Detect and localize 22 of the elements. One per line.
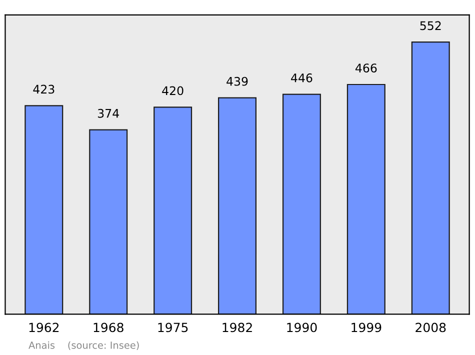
x-tick-label: 1990 (287, 322, 317, 332)
bar (218, 97, 257, 314)
data-label: 446 (291, 73, 312, 82)
bar (282, 94, 321, 314)
x-tick-label: 1982 (222, 322, 252, 332)
x-tick-label: 1962 (29, 322, 59, 332)
data-label: 552 (420, 21, 441, 30)
data-label: 439 (226, 76, 248, 86)
bar (411, 42, 450, 314)
bar (24, 105, 64, 314)
data-label: 423 (33, 84, 54, 94)
data-label: 466 (355, 64, 377, 72)
data-label: 420 (162, 86, 184, 96)
bar (346, 84, 386, 314)
x-tick-label: 1999 (352, 322, 382, 332)
text: Anais (source: Insee) (28, 341, 139, 350)
x-tick-label: 2008 (416, 322, 446, 332)
x-tick-label: 1968 (94, 322, 124, 332)
bar (154, 106, 192, 314)
bar (89, 129, 128, 314)
x-tick-label: 1975 (158, 322, 188, 332)
data-label: 374 (98, 108, 119, 118)
